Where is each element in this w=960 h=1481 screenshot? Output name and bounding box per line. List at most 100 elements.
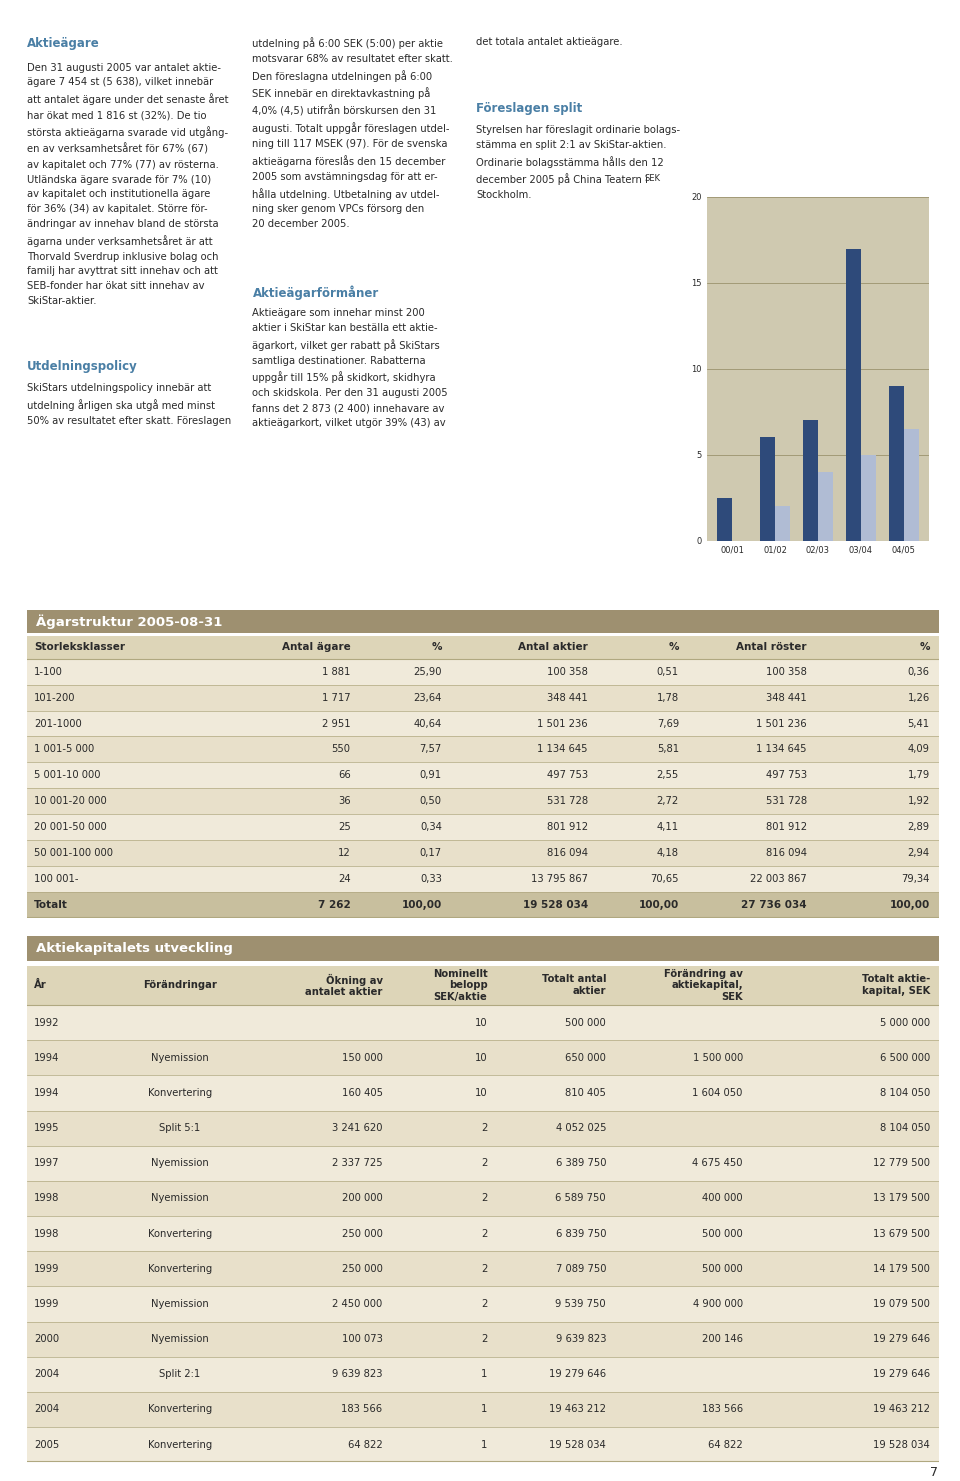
Text: 1,78: 1,78 bbox=[657, 693, 679, 702]
Text: 64 822: 64 822 bbox=[348, 1440, 382, 1450]
Text: 183 566: 183 566 bbox=[342, 1404, 382, 1414]
Text: 0,36: 0,36 bbox=[908, 666, 929, 677]
Text: 101-200: 101-200 bbox=[35, 693, 76, 702]
Text: 200 146: 200 146 bbox=[702, 1334, 743, 1345]
Text: 2: 2 bbox=[481, 1299, 488, 1309]
Bar bbox=[27, 635, 939, 659]
Text: 1997: 1997 bbox=[35, 1158, 60, 1169]
Text: 13 179 500: 13 179 500 bbox=[873, 1194, 929, 1204]
Text: 1994: 1994 bbox=[35, 1053, 60, 1063]
Text: 1,79: 1,79 bbox=[907, 770, 929, 780]
Text: 10: 10 bbox=[475, 1053, 488, 1063]
Text: 500 000: 500 000 bbox=[565, 1017, 606, 1028]
Text: Totalt: Totalt bbox=[35, 899, 68, 909]
Text: Vinst per aktie: Vinst per aktie bbox=[686, 141, 789, 154]
Text: 19 279 646: 19 279 646 bbox=[873, 1370, 929, 1379]
Text: 100 358: 100 358 bbox=[547, 666, 588, 677]
Text: 150 000: 150 000 bbox=[342, 1053, 382, 1063]
Text: Aktieägare: Aktieägare bbox=[27, 37, 100, 50]
Text: 23,64: 23,64 bbox=[414, 693, 442, 702]
Legend: Vinst/aktie, Utdelning/aktie: Vinst/aktie, Utdelning/aktie bbox=[750, 666, 886, 681]
Text: 183 566: 183 566 bbox=[702, 1404, 743, 1414]
Text: Den 31 augusti 2005 var antalet aktie-
ägare 7 454 st (5 638), vilket innebär
at: Den 31 augusti 2005 var antalet aktie- ä… bbox=[27, 62, 228, 307]
Text: Nyemission: Nyemission bbox=[151, 1299, 208, 1309]
Text: det totala antalet aktieägare.: det totala antalet aktieägare. bbox=[476, 37, 623, 47]
Text: 19 079 500: 19 079 500 bbox=[873, 1299, 929, 1309]
Bar bbox=[27, 1287, 939, 1321]
Text: 2,72: 2,72 bbox=[657, 797, 679, 806]
Text: 19 463 212: 19 463 212 bbox=[549, 1404, 606, 1414]
Bar bbox=[27, 788, 939, 815]
Text: Antal aktier: Antal aktier bbox=[518, 643, 588, 652]
Text: 2004: 2004 bbox=[35, 1404, 60, 1414]
Text: 9 539 750: 9 539 750 bbox=[556, 1299, 606, 1309]
Text: 1 134 645: 1 134 645 bbox=[756, 745, 806, 754]
Bar bbox=[861, 455, 876, 541]
Text: 1 500 000: 1 500 000 bbox=[692, 1053, 743, 1063]
Text: Antal ägare: Antal ägare bbox=[282, 643, 350, 652]
Text: 1: 1 bbox=[481, 1370, 488, 1379]
Text: 348 441: 348 441 bbox=[547, 693, 588, 702]
Text: 4,18: 4,18 bbox=[657, 849, 679, 857]
Text: Styrelsen har föreslagit ordinarie bolags-
stämma en split 2:1 av SkiStar-aktien: Styrelsen har föreslagit ordinarie bolag… bbox=[476, 124, 681, 200]
Text: 50 001-100 000: 50 001-100 000 bbox=[35, 849, 113, 857]
Text: 64 822: 64 822 bbox=[708, 1440, 743, 1450]
Bar bbox=[846, 249, 861, 541]
Text: 500 000: 500 000 bbox=[702, 1229, 743, 1238]
Text: Konvertering: Konvertering bbox=[148, 1404, 212, 1414]
Text: Konvertering: Konvertering bbox=[148, 1263, 212, 1274]
Text: 816 094: 816 094 bbox=[547, 849, 588, 857]
Bar bbox=[903, 429, 919, 541]
Text: 7 262: 7 262 bbox=[318, 899, 350, 909]
Text: 7: 7 bbox=[930, 1466, 938, 1478]
Bar bbox=[27, 659, 939, 684]
Text: 5,81: 5,81 bbox=[657, 745, 679, 754]
Text: 1998: 1998 bbox=[35, 1229, 60, 1238]
Text: 100 001-: 100 001- bbox=[35, 874, 79, 884]
Text: 1: 1 bbox=[481, 1404, 488, 1414]
Text: 14 179 500: 14 179 500 bbox=[873, 1263, 929, 1274]
Bar bbox=[27, 684, 939, 711]
Text: 0,17: 0,17 bbox=[420, 849, 442, 857]
Bar bbox=[27, 1075, 939, 1111]
Text: 13 795 867: 13 795 867 bbox=[531, 874, 588, 884]
Text: 9 639 823: 9 639 823 bbox=[332, 1370, 382, 1379]
Bar bbox=[27, 1040, 939, 1075]
Text: 13 679 500: 13 679 500 bbox=[873, 1229, 929, 1238]
Bar bbox=[27, 840, 939, 866]
Text: %: % bbox=[668, 643, 679, 652]
Text: 2: 2 bbox=[481, 1334, 488, 1345]
Text: 5 001-10 000: 5 001-10 000 bbox=[35, 770, 101, 780]
Text: 27 736 034: 27 736 034 bbox=[741, 899, 806, 909]
Bar bbox=[27, 1321, 939, 1357]
Text: 100,00: 100,00 bbox=[401, 899, 442, 909]
Text: 6 389 750: 6 389 750 bbox=[556, 1158, 606, 1169]
Text: 6 500 000: 6 500 000 bbox=[879, 1053, 929, 1063]
Bar bbox=[27, 736, 939, 763]
Text: 0,33: 0,33 bbox=[420, 874, 442, 884]
Bar bbox=[717, 498, 732, 541]
Text: Nyemission: Nyemission bbox=[151, 1053, 208, 1063]
Text: 19 528 034: 19 528 034 bbox=[522, 899, 588, 909]
Text: 1998: 1998 bbox=[35, 1194, 60, 1204]
Bar bbox=[27, 1428, 939, 1462]
Text: 40,64: 40,64 bbox=[414, 718, 442, 729]
Text: 2,89: 2,89 bbox=[907, 822, 929, 832]
Text: Nyemission: Nyemission bbox=[151, 1194, 208, 1204]
Text: 1 501 236: 1 501 236 bbox=[538, 718, 588, 729]
Text: Konvertering: Konvertering bbox=[148, 1089, 212, 1097]
Text: År: År bbox=[35, 980, 47, 991]
Text: 160 405: 160 405 bbox=[342, 1089, 382, 1097]
Text: 348 441: 348 441 bbox=[766, 693, 806, 702]
Text: 2004: 2004 bbox=[35, 1370, 60, 1379]
Bar bbox=[27, 763, 939, 788]
Text: 550: 550 bbox=[331, 745, 350, 754]
Text: 100,00: 100,00 bbox=[890, 899, 929, 909]
Text: 100,00: 100,00 bbox=[638, 899, 679, 909]
Text: 1994: 1994 bbox=[35, 1089, 60, 1097]
Text: 1,92: 1,92 bbox=[907, 797, 929, 806]
Text: Förändringar: Förändringar bbox=[143, 980, 217, 991]
Text: Konvertering: Konvertering bbox=[148, 1229, 212, 1238]
Text: 25: 25 bbox=[338, 822, 350, 832]
Text: 500 000: 500 000 bbox=[702, 1263, 743, 1274]
